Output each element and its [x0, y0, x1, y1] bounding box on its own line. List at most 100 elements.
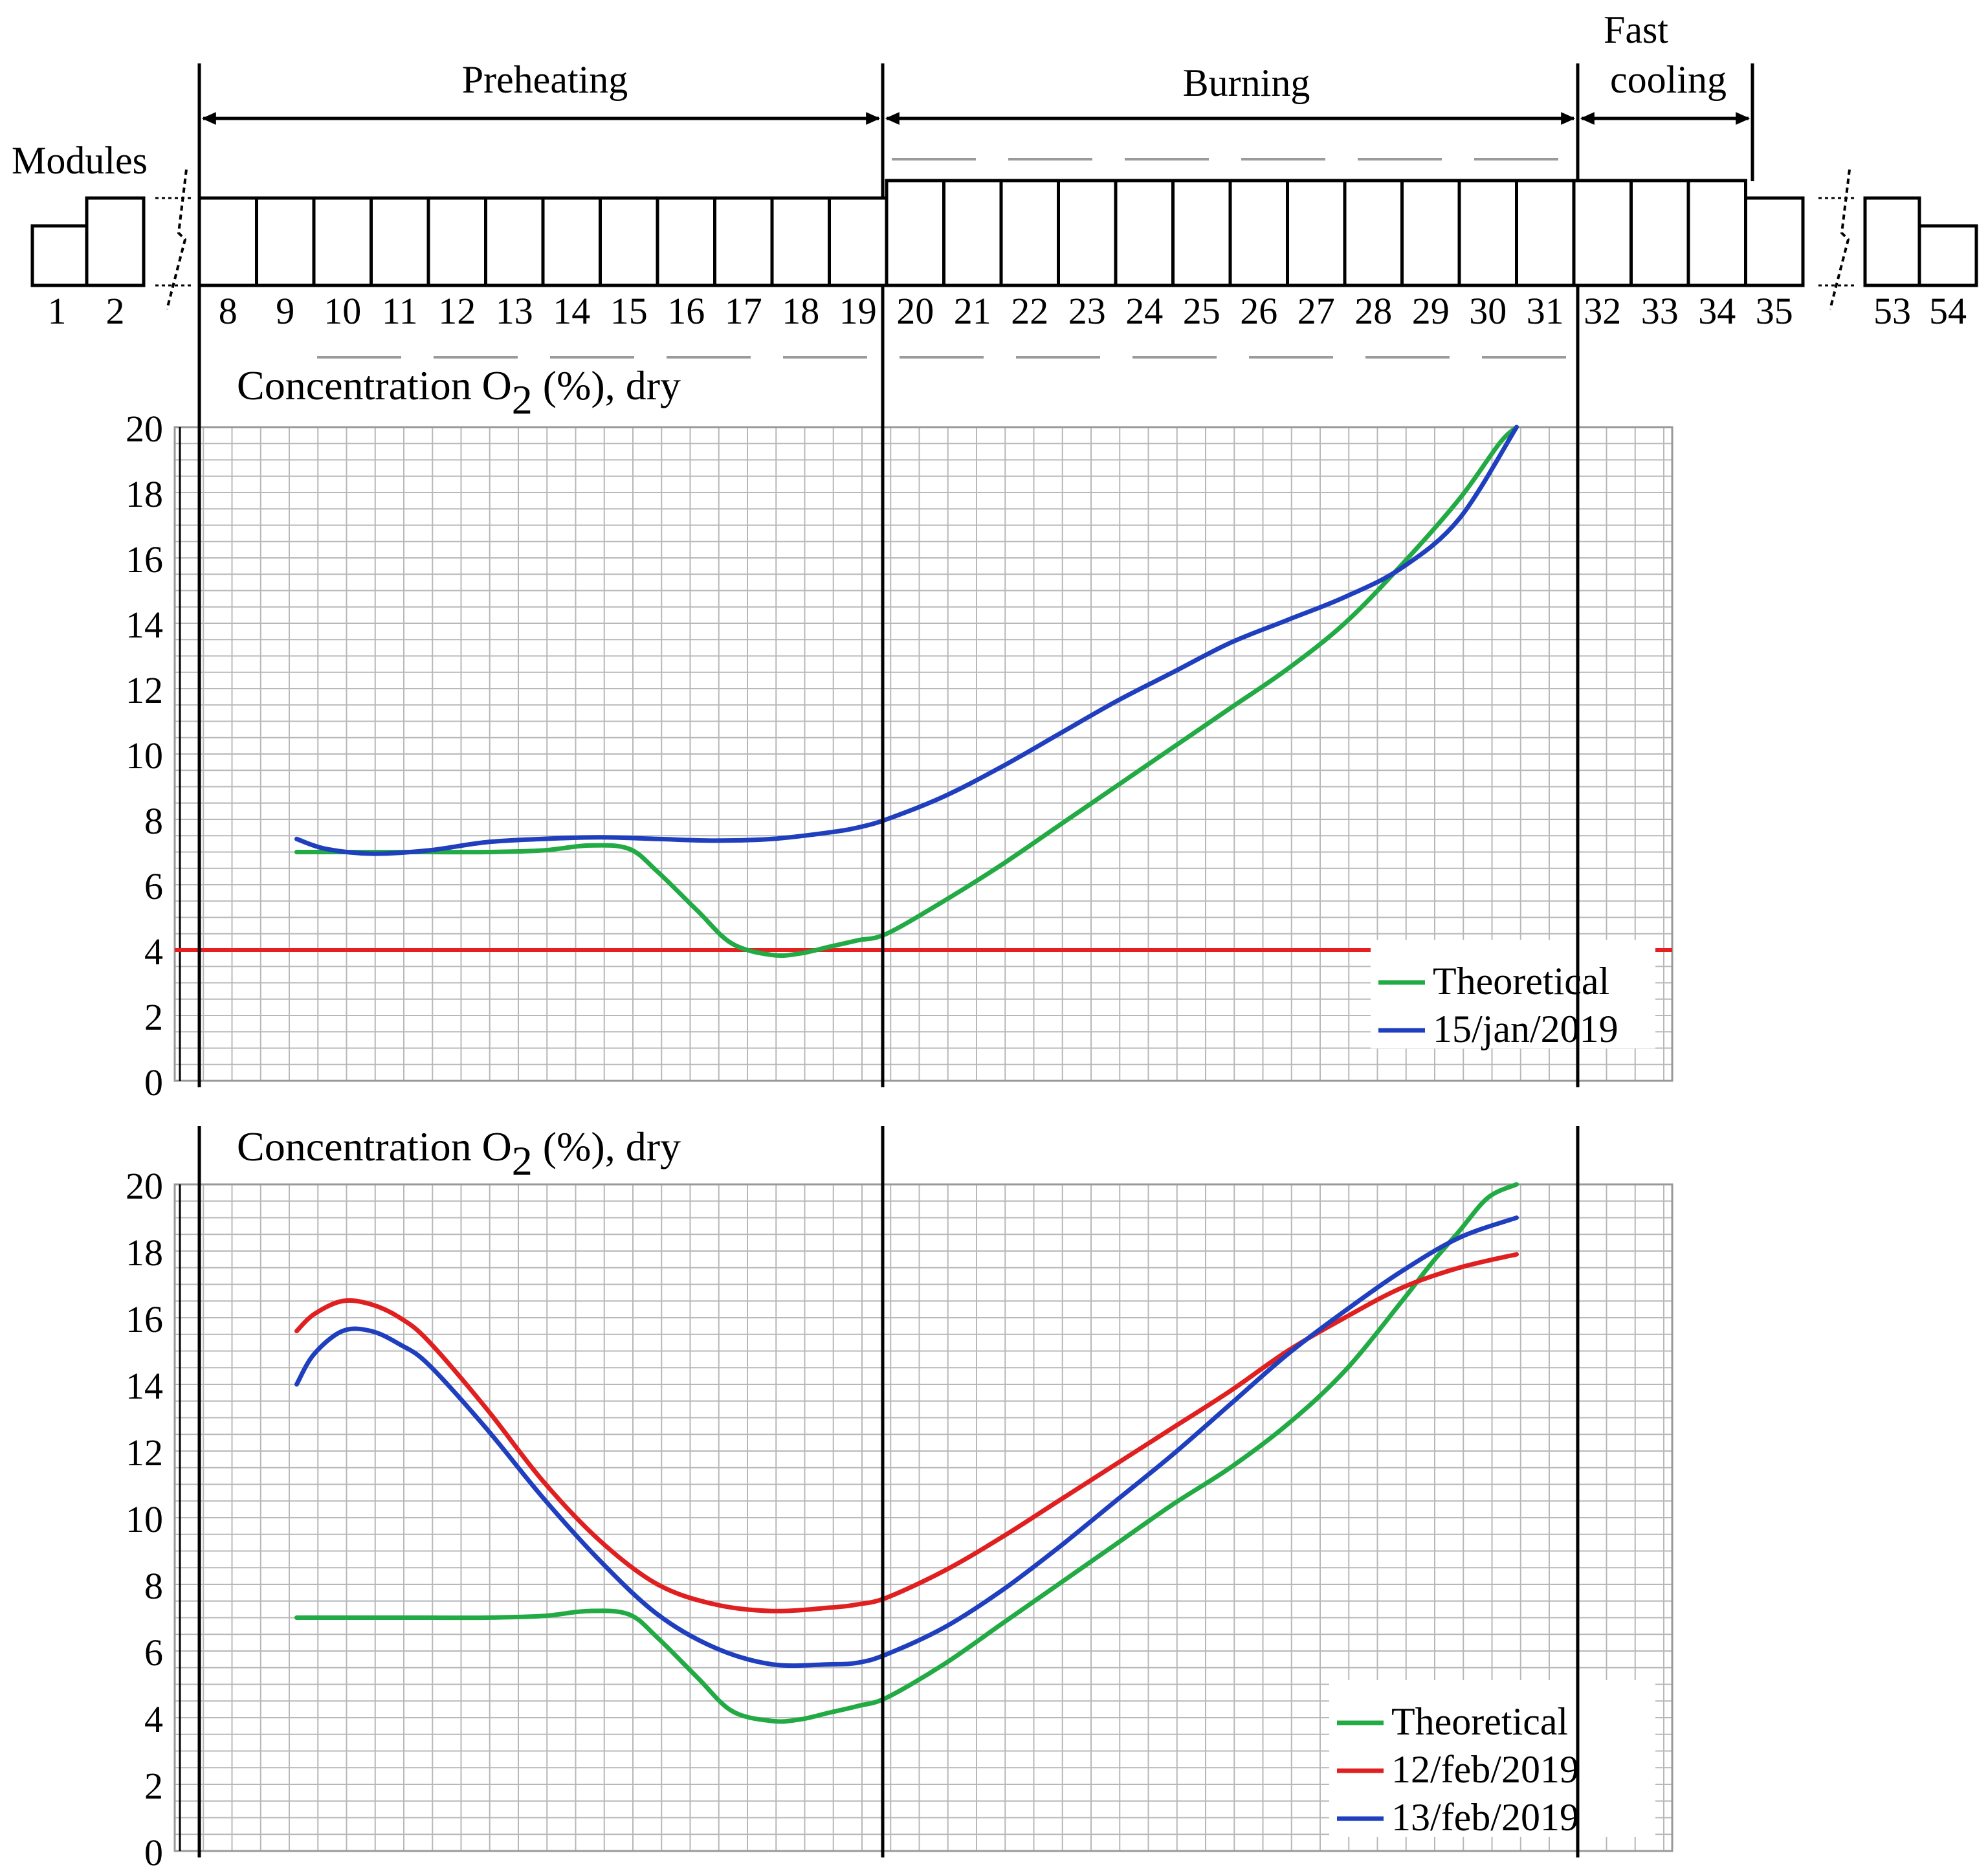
module-box-27 [1286, 179, 1347, 287]
module-number-19: 19 [839, 290, 877, 332]
chart-2-ytick-18: 18 [126, 1232, 163, 1274]
module-box-32 [1572, 179, 1633, 287]
legend-label-2-0: Theoretical [1391, 1700, 1568, 1743]
module-numbers: 1 2 8 9 10 11 12 13 14 15 16 17 18 19 20 21 22 23 24 25 26 27… [48, 290, 1967, 332]
module-box-19 [828, 196, 889, 287]
module-box-18 [770, 196, 831, 287]
module-number-22: 22 [1011, 290, 1048, 332]
module-box-25 [1171, 179, 1232, 287]
chart-1-ytick-16: 16 [126, 538, 163, 581]
module-number-16: 16 [667, 290, 705, 332]
chart-2-series-12-feb-2019 [294, 1252, 1519, 1613]
zone-boundaries-charts [197, 285, 1580, 1857]
module-box-2 [85, 196, 146, 287]
module-number-30: 30 [1469, 290, 1507, 332]
legend-label-1-1: 15/jan/2019 [1433, 1008, 1618, 1050]
chart-2-series-13-feb-2019 [294, 1215, 1519, 1668]
chart-2: Concentration O2 (%), dry 02468101214161… [126, 1124, 1673, 1873]
chart-1-y-ticks: 0 2 4 6 8 10 12 14 16 18 20 [126, 408, 163, 1103]
module-box-28 [1343, 179, 1404, 287]
module-number-9: 9 [276, 290, 294, 332]
module-box-21 [942, 179, 1003, 287]
chart-1-ytick-18: 18 [126, 473, 163, 515]
module-number-26: 26 [1240, 290, 1277, 332]
module-number-35: 35 [1756, 290, 1793, 332]
chart-1-series [294, 425, 1519, 959]
chart-2-title: Concentration O2 (%), dry [237, 1124, 681, 1184]
chart-1-title-prefix: Concentration O [237, 362, 512, 408]
module-number-23: 23 [1068, 290, 1106, 332]
module-number-13: 13 [496, 290, 533, 332]
module-number-11: 11 [382, 290, 418, 332]
chart-2-ytick-0: 0 [144, 1832, 163, 1873]
module-number-18: 18 [782, 290, 819, 332]
zone-label-burning: Burning [1183, 61, 1310, 104]
legend-label-2-1: 12/feb/2019 [1391, 1748, 1579, 1791]
chart-1-ytick-20: 20 [126, 408, 163, 450]
module-number-1: 1 [48, 290, 67, 332]
module-box-13 [484, 196, 545, 287]
module-box-53 [1863, 196, 1921, 287]
module-number-54: 54 [1929, 290, 1967, 332]
chart-2-ytick-4: 4 [144, 1698, 163, 1740]
break-marks [155, 169, 1855, 310]
chart-1-ytick-12: 12 [126, 669, 163, 711]
module-box-11 [370, 196, 430, 287]
module-number-33: 33 [1641, 290, 1679, 332]
module-number-2: 2 [106, 290, 125, 332]
chart-2-title-prefix: Concentration O [237, 1124, 512, 1169]
chart-2-legend: Theoretical 12/feb/2019 13/feb/2019 [1329, 1680, 1655, 1839]
module-box-9 [255, 196, 316, 287]
chart-2-series-theoretical [294, 1182, 1519, 1724]
chart-1-ytick-0: 0 [144, 1061, 163, 1103]
break-mark-left [155, 169, 192, 310]
module-number-21: 21 [954, 290, 991, 332]
module-number-32: 32 [1584, 290, 1621, 332]
chart-2-ytick-6: 6 [144, 1632, 163, 1674]
module-boxes [30, 179, 1978, 287]
module-number-12: 12 [438, 290, 476, 332]
chart-1-ytick-2: 2 [144, 996, 163, 1038]
chart-2-ytick-14: 14 [126, 1365, 163, 1407]
zone-label-preheating: Preheating [462, 58, 628, 101]
chart-2-ytick-8: 8 [144, 1565, 163, 1607]
chart-2-ytick-2: 2 [144, 1765, 163, 1807]
module-box-26 [1228, 179, 1289, 287]
module-number-31: 31 [1527, 290, 1564, 332]
module-number-53: 53 [1873, 290, 1911, 332]
module-number-29: 29 [1412, 290, 1450, 332]
module-box-35 [1744, 196, 1805, 287]
module-number-8: 8 [219, 290, 237, 332]
module-box-54 [1917, 224, 1978, 287]
module-box-12 [426, 196, 487, 287]
module-number-10: 10 [324, 290, 361, 332]
module-box-33 [1629, 179, 1690, 287]
chart-1-ytick-14: 14 [126, 604, 163, 646]
module-box-31 [1515, 179, 1576, 287]
module-box-23 [1057, 179, 1118, 287]
chart-1-title: Concentration O2 (%), dry [237, 362, 681, 423]
module-box-20 [885, 179, 945, 287]
chart-2-title-subscript: 2 [512, 1138, 533, 1184]
module-box-29 [1400, 179, 1461, 287]
module-number-20: 20 [896, 290, 934, 332]
module-box-15 [599, 196, 659, 287]
chart-2-title-suffix: (%), dry [533, 1124, 681, 1169]
chart-1-ytick-6: 6 [144, 865, 163, 907]
module-number-25: 25 [1183, 290, 1220, 332]
chart-2-ytick-12: 12 [126, 1432, 163, 1474]
legend-label-2-2: 13/feb/2019 [1391, 1796, 1579, 1839]
module-box-14 [541, 196, 602, 287]
module-box-24 [1114, 179, 1175, 287]
module-number-28: 28 [1354, 290, 1392, 332]
legend-label-1-0: Theoretical [1433, 960, 1609, 1003]
chart-1-legend: Theoretical 15/jan/2019 [1371, 940, 1655, 1050]
module-number-14: 14 [553, 290, 590, 332]
module-box-1 [30, 224, 89, 287]
chart-1: Concentration O2 (%), dry 02468101214161… [126, 362, 1673, 1103]
chart-1-ytick-4: 4 [144, 931, 163, 973]
chart-1-series-theoretical [294, 425, 1519, 959]
break-mark-right [1818, 169, 1855, 310]
module-box-17 [713, 196, 774, 287]
